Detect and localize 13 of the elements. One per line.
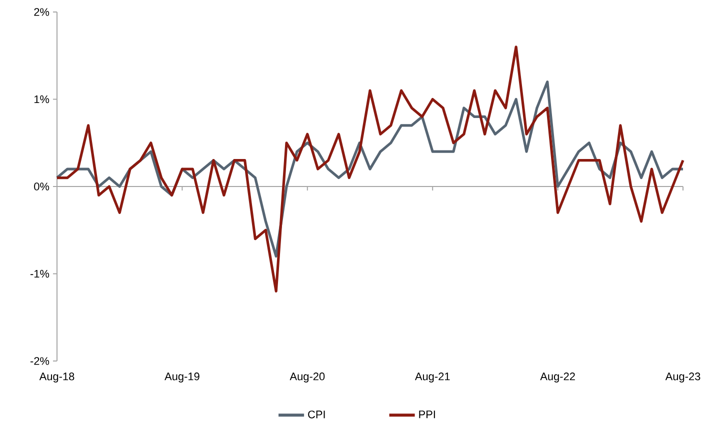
x-tick-label: Aug-20 [290, 372, 325, 382]
x-tick-label: Aug-19 [164, 372, 200, 382]
legend-label: PPI [419, 410, 435, 418]
y-tick-label: 0% [34, 182, 50, 190]
legend-label: CPI [308, 410, 325, 418]
y-tick-label: 2% [34, 8, 50, 16]
x-tick-label: Aug-23 [665, 372, 700, 382]
y-tick-label: -1% [30, 270, 50, 278]
x-tick-label: Aug-21 [414, 372, 450, 382]
x-tick-label: Aug-18 [39, 372, 74, 382]
x-tick-label: Aug-22 [540, 372, 575, 382]
y-tick-label: -2% [30, 357, 50, 365]
y-tick-label: 1% [34, 95, 50, 104]
